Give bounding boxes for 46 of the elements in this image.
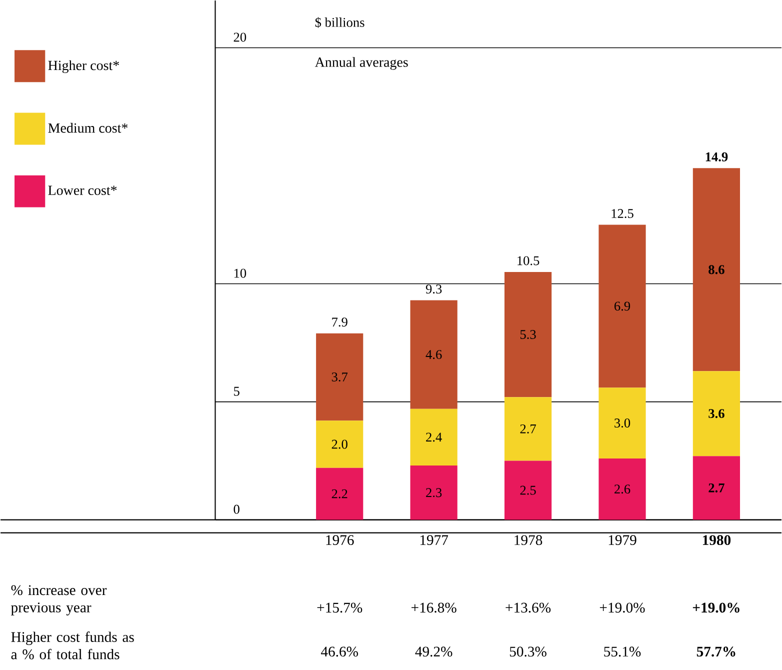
y-tick-label: 5: [234, 387, 240, 396]
total-label: 12.5: [612, 209, 634, 218]
y-tick-label: 20: [234, 32, 246, 42]
data-label: 6.9: [614, 302, 630, 311]
data-label: 5.3: [520, 330, 536, 340]
text: % increase over previous year: [11, 585, 107, 616]
legend-label: Lower cost*: [48, 186, 117, 196]
data-label: 2.3: [426, 488, 442, 498]
x-tick-label: 1976: [326, 535, 354, 546]
x-tick-label: 1978: [514, 535, 542, 546]
annotation: $ billions: [315, 17, 364, 28]
data-label: 2.7: [520, 424, 536, 434]
total-label: 7.9: [332, 318, 348, 327]
text: +19.0%: [692, 602, 740, 613]
x-tick-label: 1979: [608, 535, 636, 546]
data-label: 2.6: [614, 484, 630, 494]
data-label: 2.5: [520, 486, 536, 495]
text: 46.6%: [320, 646, 358, 657]
data-label: 3.7: [332, 372, 348, 382]
x-tick-label: 1977: [420, 535, 448, 546]
total-label: 14.9: [706, 152, 728, 162]
data-label: 3.0: [614, 418, 630, 428]
data-label: 2.0: [332, 440, 348, 449]
y-tick-label: 10: [234, 268, 246, 278]
data-label: 2.7: [708, 484, 724, 493]
text: Higher cost funds as a % of total funds: [11, 632, 134, 660]
text: 49.2%: [415, 646, 452, 657]
data-label: 4.6: [426, 350, 442, 360]
total-label: 10.5: [518, 256, 540, 266]
legend-label: Higher cost*: [48, 60, 119, 74]
total-label: 9.3: [426, 284, 442, 294]
text: 57.7%: [696, 646, 736, 657]
annotation: Annual averages: [314, 57, 408, 70]
text: +15.7%: [317, 602, 362, 613]
data-label: 8.6: [708, 265, 724, 274]
y-tick-label: 0: [234, 504, 240, 514]
text: +13.6%: [506, 602, 551, 613]
x-tick-label: 1980: [702, 535, 731, 546]
text: 55.1%: [604, 646, 641, 657]
legend-label: Medium cost*: [48, 123, 128, 133]
text: +16.8%: [412, 602, 456, 613]
data-label: 3.6: [708, 409, 724, 418]
data-label: 2.4: [426, 432, 442, 442]
text: +19.0%: [600, 602, 645, 613]
text: 50.3%: [510, 646, 546, 657]
data-label: 2.2: [332, 490, 348, 499]
